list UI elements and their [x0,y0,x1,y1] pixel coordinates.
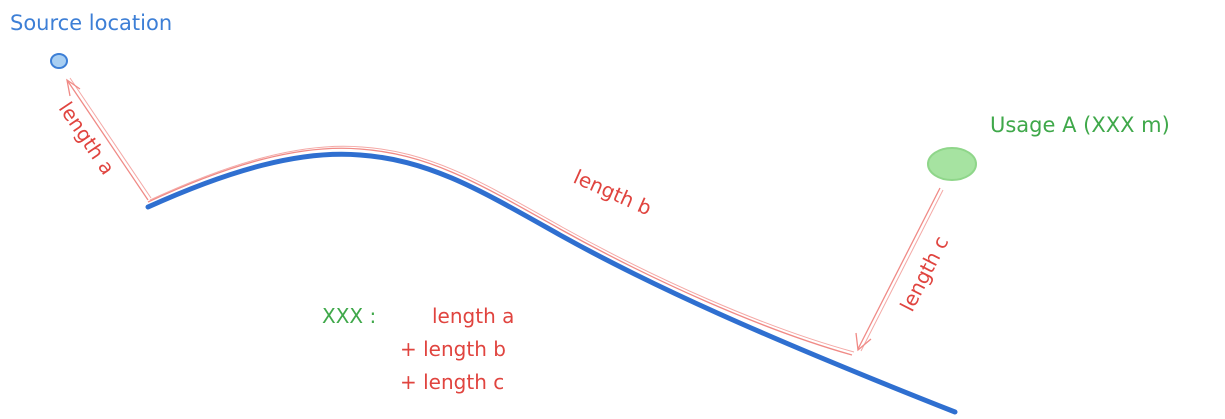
length-c-arrow [855,187,944,352]
pipe-path [145,151,958,415]
formula-line-2: + length b [400,337,506,361]
length-formula: XXX : length a + length b + length c [322,304,514,394]
usage-a-label: Usage A (XXX m) [990,113,1170,137]
length-b-label: length b [570,165,655,221]
formula-variable: XXX : [322,304,376,328]
usage-node [927,147,977,181]
length-c-label: length c [895,232,953,315]
source-node [50,53,68,69]
formula-line-3: + length c [400,370,504,394]
length-b-arrow [147,145,855,356]
length-a-arrow [66,77,152,201]
source-location-label: Source location [10,11,172,35]
formula-line-1: length a [432,304,514,328]
